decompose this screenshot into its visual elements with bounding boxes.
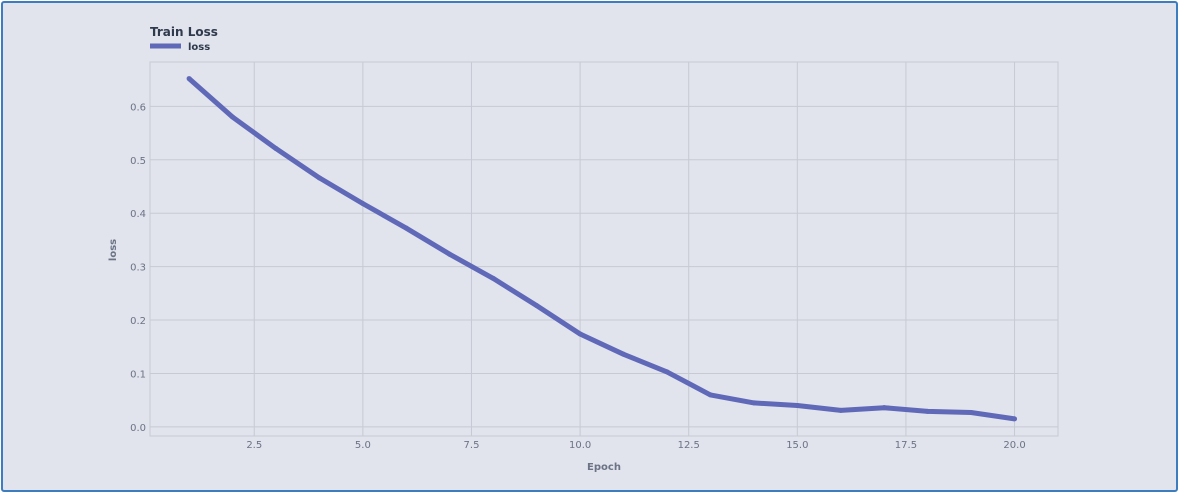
data-point [925,408,931,414]
x-tick-label: 17.5 [895,440,917,451]
data-point [316,175,322,181]
x-tick-label: 7.5 [464,440,480,451]
y-tick-label: 0.2 [130,316,146,327]
data-point [1012,416,1018,422]
chart-title: Train Loss [150,25,218,39]
data-point [968,409,974,415]
data-point [664,369,670,375]
data-point [403,225,409,231]
x-tick-label: 2.5 [246,440,262,451]
plot-area [149,61,1059,437]
data-point [751,400,757,406]
x-axis-label: Epoch [587,462,621,473]
legend-label-loss: loss [188,42,210,53]
y-tick-label: 0.1 [130,369,146,380]
data-point [360,201,366,207]
data-point [707,392,713,398]
data-point [186,76,192,82]
x-tick-label: 12.5 [678,440,700,451]
data-point [230,114,236,120]
y-tick-label: 0.0 [130,423,146,434]
data-point [273,146,279,152]
data-point [577,331,583,337]
data-point [447,251,453,257]
y-axis-label: loss [108,239,119,261]
y-tick-label: 0.6 [130,102,146,113]
x-tick-label: 10.0 [569,440,591,451]
y-tick-label: 0.5 [130,156,146,167]
data-point [794,403,800,409]
data-point [621,351,627,357]
y-tick-label: 0.4 [130,209,146,220]
series-line-loss [187,76,1015,422]
data-point [534,303,540,309]
data-point [838,407,844,413]
x-tick-label: 5.0 [355,440,371,451]
x-tick-label: 15.0 [786,440,808,451]
x-tick-label: 20.0 [1003,440,1025,451]
legend: loss [150,42,210,53]
y-tick-label: 0.3 [130,263,146,274]
data-point [881,405,887,411]
data-point [490,275,496,281]
